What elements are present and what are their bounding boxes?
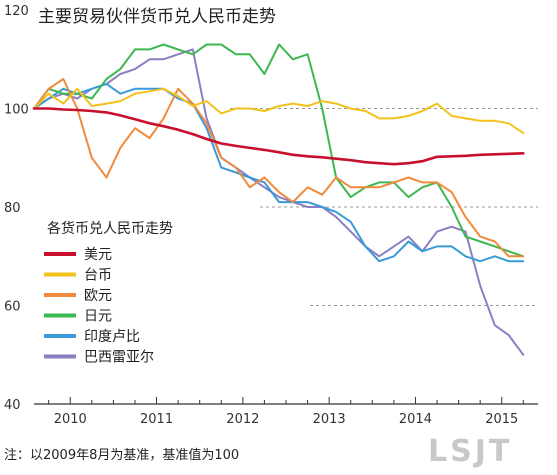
footnote: 注：以2009年8月为基准，基准值为100 xyxy=(4,447,239,463)
x-tick-label: 2011 xyxy=(140,412,173,427)
y-tick-label: 100 xyxy=(4,103,29,118)
legend-label: 美元 xyxy=(84,247,112,263)
series-line-0 xyxy=(32,107,525,166)
y-tick-label: 60 xyxy=(4,300,21,315)
series-layer xyxy=(32,43,525,356)
y-tick-label: 40 xyxy=(4,398,21,413)
legend-label: 台币 xyxy=(84,268,112,284)
series-line-2 xyxy=(33,78,525,258)
x-tick-label: 2015 xyxy=(485,412,518,427)
legend-title: 各货币兑人民币走势 xyxy=(47,220,173,237)
x-tick-label: 2012 xyxy=(226,412,259,427)
watermark-logo: LSJT xyxy=(428,434,512,469)
x-tick-label: 2014 xyxy=(399,412,432,427)
series-line-4 xyxy=(33,82,525,263)
series-line-1 xyxy=(33,87,525,135)
x-tick-label: 2010 xyxy=(54,412,87,427)
legend-label: 印度卢比 xyxy=(84,329,140,345)
chart-title: 主要贸易伙伴货币兑人民币走势 xyxy=(38,7,276,27)
y-tick-label: 80 xyxy=(4,201,21,216)
axis-layer: 40 60 80 100 120 2010 2011 2012 2013 2014 2015 xyxy=(4,4,538,427)
legend-label: 巴西雷亚尔 xyxy=(84,350,154,366)
y-tick-label: 120 xyxy=(4,4,29,19)
legend-label: 日元 xyxy=(84,309,112,325)
x-tick-label: 2013 xyxy=(313,412,346,427)
legend-label: 欧元 xyxy=(84,288,112,304)
series-line-5 xyxy=(33,48,525,356)
grid-layer xyxy=(230,108,538,306)
series-line-3 xyxy=(33,43,525,258)
